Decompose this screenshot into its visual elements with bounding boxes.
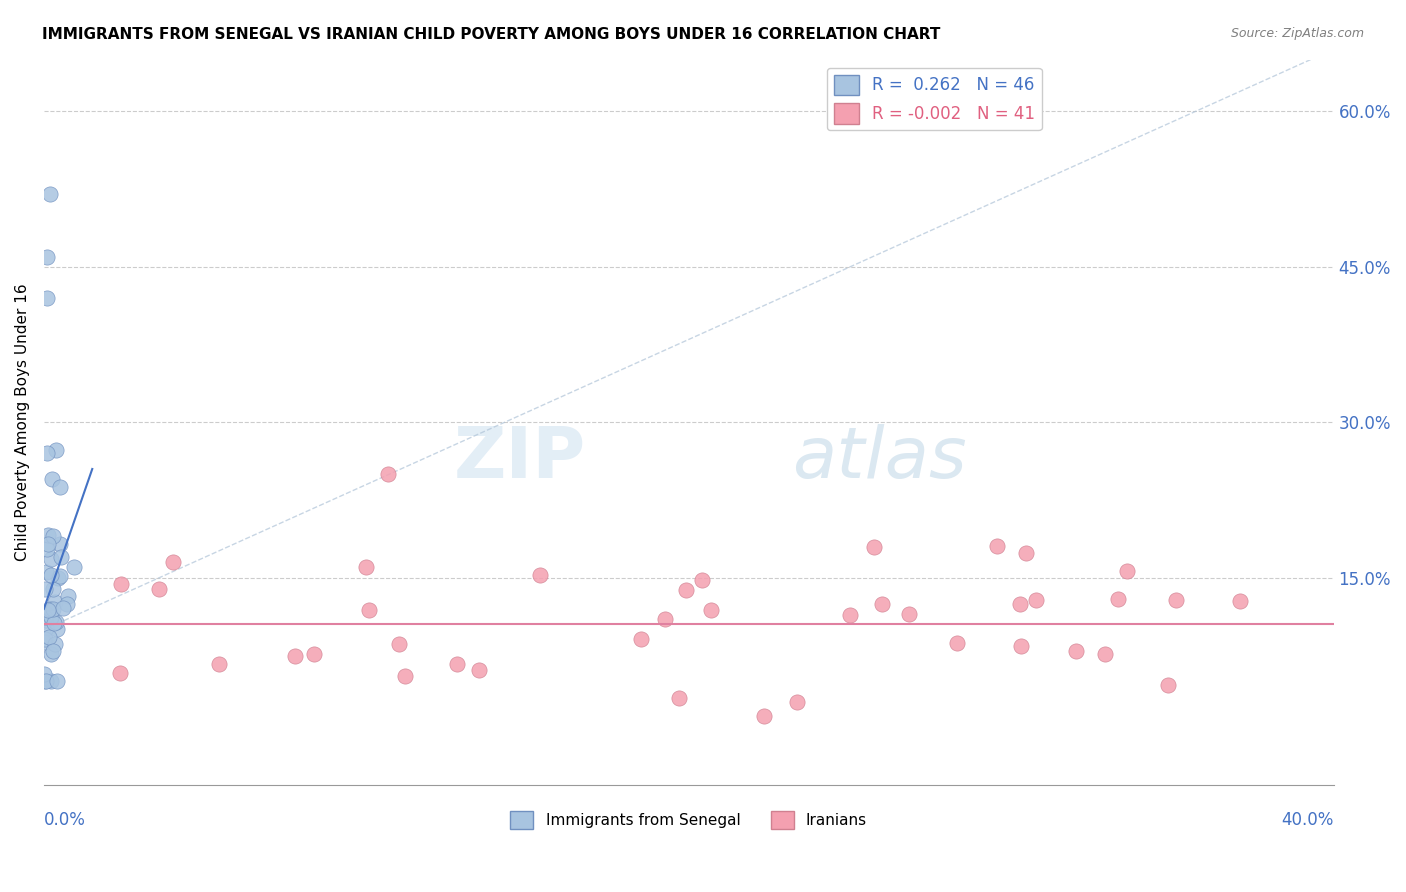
Point [1024, 593, 1046, 607]
Point [529, 568, 551, 582]
Point [35, 674, 58, 689]
Point [108, 665, 131, 680]
Point [37, 445, 59, 459]
Point [37, 542, 59, 557]
Point [630, 632, 652, 646]
Point [1229, 594, 1251, 608]
Point [46, 571, 69, 585]
Point [302, 647, 325, 661]
Point [654, 612, 676, 626]
Point [56, 590, 79, 604]
Point [34, 632, 56, 646]
Point [675, 583, 697, 598]
Point [45, 443, 67, 458]
Text: 0.0%: 0.0% [44, 811, 86, 829]
Point [37, 291, 59, 305]
Point [42, 644, 65, 658]
Point [148, 582, 170, 596]
Point [862, 540, 884, 554]
Point [37, 537, 59, 551]
Point [35, 621, 58, 635]
Text: 40.0%: 40.0% [1281, 811, 1334, 829]
Point [32, 635, 55, 649]
Point [49, 536, 72, 550]
Point [48, 569, 70, 583]
Text: IMMIGRANTS FROM SENEGAL VS IRANIAN CHILD POVERTY AMONG BOYS UNDER 16 CORRELATION: IMMIGRANTS FROM SENEGAL VS IRANIAN CHILD… [42, 27, 941, 42]
Point [39, 647, 62, 661]
Point [356, 560, 378, 574]
Legend: Immigrants from Senegal, Iranians: Immigrants from Senegal, Iranians [505, 805, 873, 836]
Text: Source: ZipAtlas.com: Source: ZipAtlas.com [1230, 27, 1364, 40]
Point [1064, 644, 1087, 658]
Point [39, 187, 62, 202]
Point [754, 709, 776, 723]
Point [110, 577, 132, 591]
Point [34, 582, 56, 596]
Text: atlas: atlas [792, 424, 966, 493]
Point [897, 607, 920, 621]
Point [468, 663, 491, 677]
Point [388, 638, 411, 652]
Point [41, 472, 63, 486]
Point [38, 602, 60, 616]
Point [34, 566, 56, 580]
Point [46, 622, 69, 636]
Point [1107, 591, 1129, 606]
Point [37, 528, 59, 542]
Point [786, 695, 808, 709]
Point [42, 529, 65, 543]
Point [39, 674, 62, 689]
Point [34, 610, 56, 624]
Point [700, 602, 723, 616]
Point [34, 666, 56, 681]
Point [42, 602, 65, 616]
Point [1010, 640, 1032, 654]
Point [44, 594, 66, 608]
Point [872, 598, 894, 612]
Point [446, 657, 468, 672]
Point [42, 582, 65, 596]
Point [986, 540, 1008, 554]
Point [284, 648, 307, 663]
Y-axis label: Child Poverty Among Boys Under 16: Child Poverty Among Boys Under 16 [15, 284, 30, 561]
Text: ZIP: ZIP [453, 424, 585, 493]
Point [39, 552, 62, 566]
Point [49, 480, 72, 494]
Point [37, 602, 59, 616]
Point [945, 636, 967, 650]
Point [1157, 678, 1180, 692]
Point [52, 600, 75, 615]
Point [62, 560, 84, 574]
Point [1008, 597, 1031, 611]
Point [45, 615, 67, 629]
Point [668, 690, 690, 705]
Point [46, 674, 69, 689]
Point [377, 467, 399, 482]
Point [208, 657, 231, 671]
Point [1164, 592, 1187, 607]
Point [1094, 647, 1116, 661]
Point [1116, 564, 1139, 578]
Point [35, 613, 58, 627]
Point [359, 603, 381, 617]
Point [49, 549, 72, 564]
Point [838, 608, 860, 623]
Point [394, 669, 416, 683]
Point [690, 574, 713, 588]
Point [56, 597, 79, 611]
Point [44, 637, 66, 651]
Point [34, 674, 56, 689]
Point [38, 631, 60, 645]
Point [1015, 546, 1038, 560]
Point [162, 555, 184, 569]
Point [39, 567, 62, 582]
Point [37, 250, 59, 264]
Point [41, 610, 63, 624]
Point [42, 616, 65, 631]
